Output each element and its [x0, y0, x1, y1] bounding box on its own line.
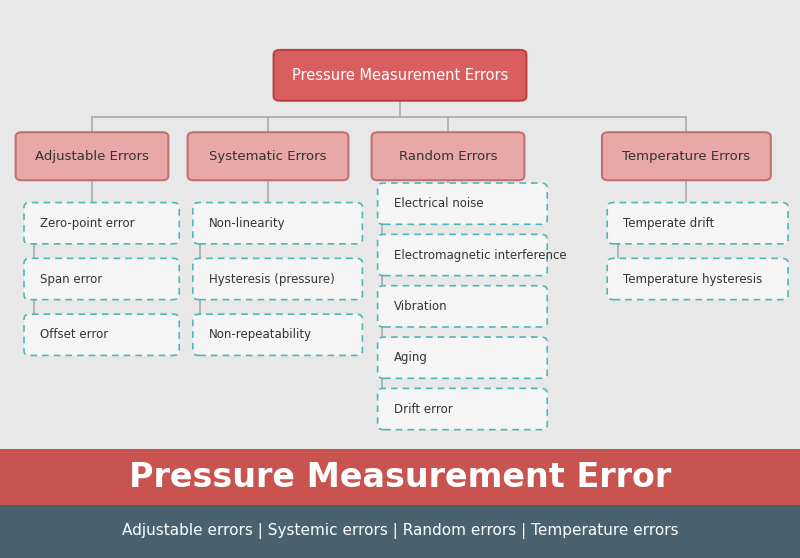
FancyBboxPatch shape: [193, 314, 362, 355]
Text: Electromagnetic interference: Electromagnetic interference: [394, 248, 566, 262]
FancyBboxPatch shape: [274, 50, 526, 100]
Text: Non-repeatability: Non-repeatability: [209, 328, 312, 341]
FancyBboxPatch shape: [24, 203, 179, 244]
FancyBboxPatch shape: [24, 258, 179, 300]
FancyBboxPatch shape: [193, 203, 362, 244]
FancyBboxPatch shape: [188, 132, 349, 180]
FancyBboxPatch shape: [607, 203, 788, 244]
FancyBboxPatch shape: [378, 337, 547, 378]
Text: Offset error: Offset error: [40, 328, 108, 341]
Text: Hysteresis (pressure): Hysteresis (pressure): [209, 272, 334, 286]
FancyBboxPatch shape: [378, 286, 547, 327]
Text: Random Errors: Random Errors: [398, 150, 498, 163]
Text: Temperate drift: Temperate drift: [623, 217, 714, 230]
Text: Pressure Measurement Errors: Pressure Measurement Errors: [292, 68, 508, 83]
FancyBboxPatch shape: [378, 388, 547, 430]
FancyBboxPatch shape: [378, 234, 547, 276]
Text: Systematic Errors: Systematic Errors: [210, 150, 326, 163]
Text: Pressure Measurement Error: Pressure Measurement Error: [129, 460, 671, 494]
Text: Electrical noise: Electrical noise: [394, 197, 483, 210]
Bar: [0, 505, 800, 558]
FancyBboxPatch shape: [16, 132, 169, 180]
FancyBboxPatch shape: [602, 132, 771, 180]
FancyBboxPatch shape: [371, 132, 525, 180]
FancyBboxPatch shape: [193, 258, 362, 300]
FancyBboxPatch shape: [607, 258, 788, 300]
Text: Span error: Span error: [40, 272, 102, 286]
Text: Adjustable Errors: Adjustable Errors: [35, 150, 149, 163]
Text: Drift error: Drift error: [394, 402, 452, 416]
Text: Aging: Aging: [394, 351, 427, 364]
Text: Vibration: Vibration: [394, 300, 447, 313]
FancyBboxPatch shape: [378, 183, 547, 224]
Bar: [0, 449, 800, 505]
Text: Adjustable errors | Systemic errors | Random errors | Temperature errors: Adjustable errors | Systemic errors | Ra…: [122, 523, 678, 540]
Text: Non-linearity: Non-linearity: [209, 217, 286, 230]
Text: Zero-point error: Zero-point error: [40, 217, 134, 230]
FancyBboxPatch shape: [24, 314, 179, 355]
Text: Temperature Errors: Temperature Errors: [622, 150, 750, 163]
Text: Temperature hysteresis: Temperature hysteresis: [623, 272, 762, 286]
